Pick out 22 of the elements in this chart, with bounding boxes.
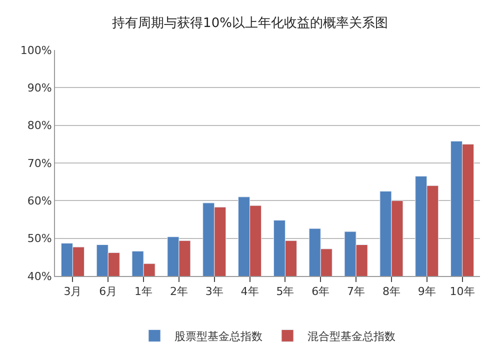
x-tick-label: 5年: [276, 285, 294, 298]
y-tick-label: 60%: [27, 194, 52, 208]
y-tick-label: 80%: [27, 119, 52, 132]
legend-label: 混合型基金总指数: [308, 330, 396, 343]
y-tick-label: 40%: [27, 270, 52, 283]
x-tick-label: 2年: [170, 285, 188, 298]
y-tick-label: 100%: [20, 44, 52, 57]
y-tick-label: 50%: [27, 232, 52, 246]
x-tick-label: 1年: [134, 285, 153, 298]
y-tick-label: 70%: [27, 156, 52, 170]
x-tick-label: 6年: [312, 285, 330, 298]
y-tick-label: 90%: [27, 82, 52, 95]
x-tick-label: 9年: [418, 285, 436, 298]
x-tick-label: 3月: [64, 285, 82, 298]
x-tick-label: 6月: [99, 285, 118, 298]
x-tick-label: 10年: [450, 285, 475, 298]
x-tick-label: 7年: [347, 285, 366, 298]
x-tick-label: 8年: [382, 285, 400, 298]
x-tick-label: 3年: [205, 285, 224, 298]
legend-label: 股票型基金总指数: [174, 330, 262, 343]
x-tick-label: 4年: [240, 285, 259, 298]
chart-title: 持有周期与获得10%以上年化收益的概率关系图: [112, 15, 388, 32]
